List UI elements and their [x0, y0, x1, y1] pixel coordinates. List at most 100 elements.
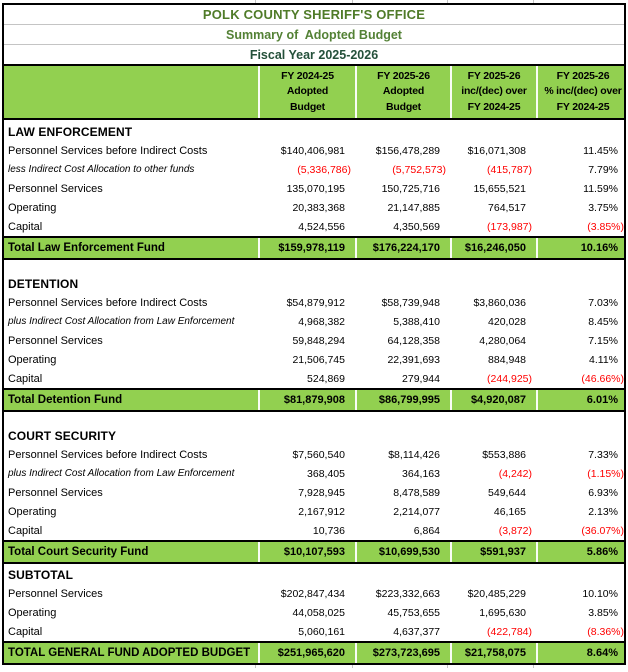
- row-value: 8.45%: [588, 315, 618, 328]
- row-value: $58,739,948: [381, 296, 440, 309]
- row-value: 7.03%: [588, 296, 618, 309]
- total-value: $21,758,075: [450, 643, 536, 663]
- row-value: $3,860,036: [473, 296, 526, 309]
- table-row: Capital 5,060,161 4,637,377 (422,784) (8.36%…: [4, 622, 624, 641]
- table-row: Capital 4,524,556 4,350,569 (173,987) (3.85%…: [4, 217, 624, 236]
- row-label: Operating: [8, 606, 57, 619]
- column-header-line: FY 2024-25: [556, 100, 610, 113]
- row-value: 10,736: [312, 524, 345, 537]
- row-value: 2,214,077: [393, 505, 440, 518]
- table-row: plus Indirect Cost Allocation from Law E…: [4, 312, 624, 331]
- column-header-pct-incdec: FY 2025-26 % inc/(dec) over FY 2024-25: [536, 66, 628, 118]
- row-value: 4,280,064: [479, 334, 526, 347]
- total-label: Total Law Enforcement Fund: [8, 242, 165, 254]
- row-value: (244,925): [487, 372, 532, 385]
- row-value: 150,725,716: [381, 182, 440, 195]
- row-value: $7,560,540: [292, 448, 345, 461]
- row-value: 524,869: [307, 372, 345, 385]
- table-row: Personnel Services 59,848,294 64,128,358 4,…: [4, 331, 624, 350]
- row-value: 7.15%: [588, 334, 618, 347]
- row-value: $140,406,981: [280, 144, 345, 157]
- row-label: Capital: [8, 220, 43, 233]
- row-label: plus Indirect Cost Allocation from Law E…: [8, 316, 235, 327]
- row-value: 11.59%: [583, 182, 618, 195]
- total-value: $16,246,050: [450, 238, 536, 258]
- row-value: 7,928,945: [298, 486, 345, 499]
- row-value: 46,165: [493, 505, 526, 518]
- table-row: Operating 21,506,745 22,391,693 884,948 4.11…: [4, 350, 624, 369]
- total-value: $176,224,170: [355, 238, 450, 258]
- row-value: 6,864: [413, 524, 440, 537]
- row-value: $8,114,426: [388, 448, 440, 461]
- total-value: $81,879,908: [258, 390, 355, 410]
- row-value: 44,058,025: [292, 606, 345, 619]
- row-value: (415,787): [487, 163, 532, 176]
- section-header: COURT SECURITY: [8, 429, 117, 443]
- column-header-line: inc/(dec) over: [461, 85, 527, 98]
- column-header-fy2526: FY 2025-26 Adopted Budget: [355, 66, 450, 118]
- table-row: less Indirect Cost Allocation to other f…: [4, 160, 624, 179]
- row-label: Personnel Services before Indirect Costs: [8, 296, 208, 309]
- row-value: 64,128,358: [387, 334, 440, 347]
- row-value: 2.13%: [588, 505, 618, 518]
- column-header-spacer: [4, 66, 258, 118]
- row-value: $20,485,229: [467, 587, 526, 600]
- section-header: DETENTION: [8, 277, 79, 291]
- column-header-incdec: FY 2025-26 inc/(dec) over FY 2024-25: [450, 66, 536, 118]
- row-value: (422,784): [487, 625, 532, 638]
- row-value: 1,695,630: [479, 606, 526, 619]
- table-row: Operating 2,167,912 2,214,077 46,165 2.13%: [4, 502, 624, 521]
- table-row: Personnel Services before Indirect Costs…: [4, 293, 624, 312]
- total-label: Total Court Security Fund: [8, 546, 149, 558]
- total-row: Total Detention Fund $81,879,908 $86,799,9…: [4, 388, 624, 412]
- row-value: $553,886: [482, 448, 526, 461]
- row-label: Personnel Services: [8, 486, 103, 499]
- title-row-3: Fiscal Year 2025-2026: [4, 45, 624, 64]
- section-subtotal: SUBTOTAL Personnel Services $202,847,434 $2…: [4, 564, 624, 663]
- total-value: 5.86%: [536, 542, 628, 562]
- row-value: 364,163: [402, 467, 440, 480]
- table-row: Operating 20,383,368 21,147,885 764,517 3.75…: [4, 198, 624, 217]
- row-value: 6.93%: [588, 486, 618, 499]
- row-label: Personnel Services: [8, 334, 103, 347]
- row-value: 11.45%: [583, 144, 618, 157]
- column-header-line: FY 2024-25: [467, 100, 521, 113]
- table-row: plus Indirect Cost Allocation from Law E…: [4, 464, 624, 483]
- column-header-line: Budget: [290, 100, 325, 113]
- row-value: (173,987): [487, 220, 532, 233]
- row-label: Capital: [8, 372, 43, 385]
- section-court-security: COURT SECURITY Personnel Services before …: [4, 412, 624, 564]
- row-value: (1.15%): [587, 467, 624, 480]
- row-value: (3.85%): [587, 220, 624, 233]
- row-value: 21,147,885: [387, 201, 440, 214]
- column-header-line: Budget: [386, 100, 421, 113]
- table-frame: POLK COUNTY SHERIFF'S OFFICE Summary of …: [2, 3, 626, 665]
- row-value: 21,506,745: [292, 353, 345, 366]
- total-value: $4,920,087: [450, 390, 536, 410]
- row-value: 5,060,161: [298, 625, 345, 638]
- row-value: (3,872): [498, 524, 532, 537]
- fiscal-year-label: Fiscal Year 2025-2026: [249, 47, 379, 62]
- row-value: 3.85%: [588, 606, 618, 619]
- column-header-band: FY 2024-25 Adopted Budget FY 2025-26 Ado…: [4, 64, 624, 120]
- row-value: 3.75%: [588, 201, 618, 214]
- table-row: Operating 44,058,025 45,753,655 1,695,630 3.…: [4, 603, 624, 622]
- column-header-line: Adopted: [382, 85, 425, 98]
- column-header-line: Adopted: [286, 85, 329, 98]
- total-row: Total Court Security Fund $10,107,593 $10,…: [4, 540, 624, 564]
- total-value: $591,937: [450, 542, 536, 562]
- row-value: (5,336,786): [297, 163, 351, 176]
- budget-sections: LAW ENFORCEMENT Personnel Services before…: [4, 120, 624, 663]
- row-value: 420,028: [488, 315, 526, 328]
- section-detention: DETENTION Personnel Services before Indir…: [4, 260, 624, 412]
- row-value: (4,242): [498, 467, 532, 480]
- column-header-line: % inc/(dec) over: [544, 85, 622, 98]
- total-value: 8.64%: [536, 643, 628, 663]
- row-value: 2,167,912: [298, 505, 345, 518]
- row-value: (5,752,573): [392, 163, 446, 176]
- row-value: 59,848,294: [292, 334, 345, 347]
- table-row: Personnel Services before Indirect Costs…: [4, 445, 624, 464]
- column-header-line: FY 2025-26: [556, 70, 610, 83]
- row-label: Personnel Services: [8, 182, 103, 195]
